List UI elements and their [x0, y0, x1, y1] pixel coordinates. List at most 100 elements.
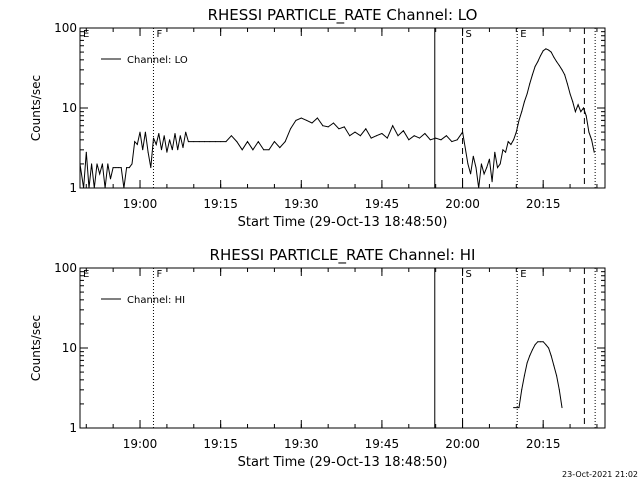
data-point [115, 167, 117, 169]
data-point [429, 139, 431, 141]
data-point [569, 93, 571, 95]
data-point [139, 131, 141, 133]
chart-title: RHESSI PARTICLE_RATE Channel: LO [208, 6, 478, 25]
data-point [540, 55, 541, 57]
data-point [322, 125, 324, 127]
data-point [456, 139, 458, 141]
data-point [513, 407, 515, 409]
data-point [376, 135, 377, 137]
data-point [83, 187, 85, 189]
data-point [182, 147, 184, 149]
event-marker-label: F [156, 269, 162, 280]
data-point [79, 163, 81, 165]
chart-panel-1: RHESSI PARTICLE_RATE Channel: LO Counts/s… [29, 6, 606, 230]
x-tick-label: 19:30 [284, 197, 319, 211]
data-point [521, 111, 523, 113]
data-point [408, 139, 410, 141]
data-point [155, 144, 157, 145]
event-marker-label: E [520, 269, 526, 280]
data-point [402, 130, 404, 132]
data-point [120, 167, 122, 169]
data-point [475, 167, 477, 169]
data-point [591, 139, 593, 141]
data-point [220, 141, 222, 143]
event-marker-label: S [466, 269, 472, 280]
data-point [158, 133, 160, 134]
data-point [110, 178, 111, 180]
data-point [163, 135, 165, 137]
data-point [306, 119, 308, 121]
data-point [343, 126, 345, 128]
data-point [99, 173, 101, 175]
data-point [153, 137, 154, 139]
data-point [349, 135, 351, 137]
data-point [316, 117, 318, 119]
data-point [526, 93, 528, 95]
data-point [365, 128, 367, 130]
data-point [478, 187, 480, 189]
data-point [545, 48, 547, 50]
data-point [144, 131, 146, 133]
event-marker-label: S [466, 29, 472, 40]
data-point [518, 407, 520, 409]
data-point [107, 163, 109, 165]
data-point [515, 131, 517, 133]
data-point [209, 141, 211, 143]
data-point [529, 355, 531, 357]
data-point [290, 128, 291, 130]
data-point [572, 101, 574, 103]
data-point [550, 51, 552, 53]
data-point [198, 141, 200, 143]
data-point [177, 149, 179, 151]
event-marker-label: E [83, 269, 89, 280]
data-point [523, 101, 525, 103]
chart-title: RHESSI PARTICLE_RATE Channel: HI [210, 246, 476, 265]
data-point [225, 141, 227, 143]
data-point [531, 74, 533, 76]
data-point [542, 50, 544, 52]
data-point [470, 173, 472, 175]
data-point [483, 173, 485, 175]
data-point [204, 141, 205, 143]
data-point [540, 341, 541, 343]
data-point [566, 83, 568, 85]
data-point [142, 149, 144, 151]
data-point [419, 137, 420, 139]
x-tick-label: 20:15 [526, 197, 561, 211]
data-point [131, 163, 133, 165]
data-point [505, 151, 507, 153]
y-tick-label: 1 [69, 421, 77, 435]
legend-label: Channel: LO [127, 55, 188, 66]
data-point [494, 151, 496, 153]
data-point [529, 83, 531, 85]
data-point [435, 137, 437, 139]
data-point [333, 122, 334, 124]
data-point [268, 149, 270, 151]
x-tick-label: 19:15 [203, 437, 238, 451]
plot-frame [79, 27, 606, 189]
event-marker-label: F [156, 29, 162, 40]
x-tick-label: 20:00 [445, 437, 480, 451]
data-point [166, 151, 168, 153]
data-point [91, 163, 93, 165]
data-point [171, 149, 173, 151]
x-tick-label: 19:45 [365, 437, 400, 451]
data-point [491, 181, 493, 183]
chart-panel-2: RHESSI PARTICLE_RATE Channel: HI Counts/s… [29, 246, 606, 470]
data-point [534, 344, 536, 346]
data-point [112, 167, 114, 169]
data-point [550, 355, 552, 357]
x-tick-label: 19:00 [123, 437, 158, 451]
footer-timestamp: 23-Oct-2021 21:02 [562, 470, 638, 479]
data-point [542, 341, 544, 343]
data-point [397, 135, 399, 137]
y-axis-label: Counts/sec [29, 75, 43, 141]
data-point [577, 104, 579, 106]
data-point [497, 167, 498, 169]
data-point [381, 133, 383, 134]
data-point [284, 141, 286, 143]
data-point [537, 341, 539, 343]
data-point [521, 389, 523, 391]
data-point [531, 349, 533, 351]
